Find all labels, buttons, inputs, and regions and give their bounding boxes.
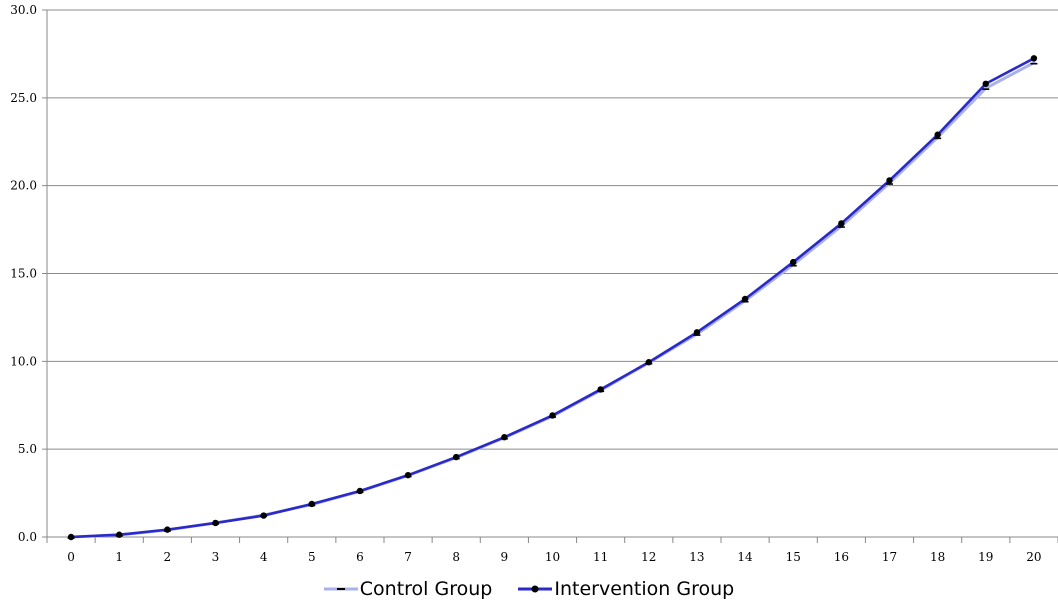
x-tick-label: 5 xyxy=(308,550,316,564)
data-point-intervention xyxy=(116,531,123,538)
x-tick-label: 12 xyxy=(641,550,656,564)
legend-item-control: Control Group xyxy=(323,578,493,600)
legend-item-intervention: Intervention Group xyxy=(518,578,734,600)
data-point-intervention xyxy=(886,177,893,184)
data-point-intervention xyxy=(645,359,652,366)
legend: Control Group Intervention Group xyxy=(0,574,1058,604)
x-tick-label: 1 xyxy=(115,550,123,564)
data-point-intervention xyxy=(501,434,508,441)
x-tick-label: 6 xyxy=(356,550,364,564)
series-line-intervention xyxy=(69,57,1036,539)
series-line-control xyxy=(69,61,1036,539)
data-point-intervention xyxy=(934,131,941,138)
x-tick-label: 2 xyxy=(164,550,172,564)
data-point-intervention xyxy=(1030,55,1038,62)
x-tick-label: 9 xyxy=(501,550,509,564)
series-lines xyxy=(69,57,1036,539)
x-tick-label: 7 xyxy=(404,550,412,564)
x-tick-label: 15 xyxy=(786,550,801,564)
data-point-intervention xyxy=(356,487,364,495)
x-tick-label: 18 xyxy=(930,550,945,564)
y-tick-label: 10.0 xyxy=(10,354,37,368)
y-tick-label: 20.0 xyxy=(10,179,37,193)
data-point-intervention xyxy=(453,453,460,461)
data-point-intervention xyxy=(741,295,749,303)
x-tick-label: 3 xyxy=(212,550,220,564)
data-point-intervention xyxy=(404,471,412,479)
data-point-intervention xyxy=(838,220,845,227)
x-tick-label: 10 xyxy=(545,550,560,564)
data-point-intervention xyxy=(212,519,219,527)
x-tick-label: 16 xyxy=(834,550,849,564)
y-axis-tick-labels: 0.0 5.0 10.0 15.0 20.0 25.0 30.0 xyxy=(10,3,37,544)
series-markers xyxy=(67,55,1038,541)
data-point-intervention xyxy=(308,500,315,508)
data-point-intervention xyxy=(790,258,797,266)
x-tick-label: 11 xyxy=(593,550,608,564)
x-tick-label: 8 xyxy=(452,550,460,564)
data-point-intervention xyxy=(693,329,701,336)
y-tick-label: 15.0 xyxy=(10,267,37,281)
y-tick-label: 5.0 xyxy=(18,442,37,456)
data-point-intervention xyxy=(549,412,556,419)
gridlines xyxy=(42,9,1058,538)
y-tick-label: 0.0 xyxy=(18,530,37,544)
x-tick-label: 20 xyxy=(1026,550,1041,564)
x-tick-label: 4 xyxy=(260,550,268,564)
legend-swatch-intervention xyxy=(518,585,553,593)
x-tick-label: 17 xyxy=(882,550,897,564)
legend-label-control: Control Group xyxy=(359,578,493,600)
y-tick-label: 25.0 xyxy=(10,91,37,105)
x-axis-tick-labels: 0 1 2 3 4 5 6 7 8 9 10 11 12 13 14 15 16 17 18 19 20 xyxy=(67,550,1041,564)
line-chart: 0.05.010.015.020.025.030.0 0 1 2 3 4 5 6 7 8 9 10 1… xyxy=(10,3,1058,564)
axes xyxy=(46,10,1058,543)
x-tick-label: 19 xyxy=(978,550,993,564)
data-point-intervention xyxy=(597,386,604,393)
data-point-intervention xyxy=(67,533,75,541)
x-tick-label: 14 xyxy=(737,550,753,564)
data-point-intervention xyxy=(982,80,989,87)
x-tick-label: 0 xyxy=(67,550,75,564)
data-point-intervention xyxy=(260,512,267,519)
x-tick-label: 13 xyxy=(689,550,704,564)
legend-label-intervention: Intervention Group xyxy=(554,578,735,600)
legend-swatch-control xyxy=(323,587,358,591)
data-point-intervention xyxy=(164,526,171,533)
y-tick-label: 30.0 xyxy=(10,3,37,17)
